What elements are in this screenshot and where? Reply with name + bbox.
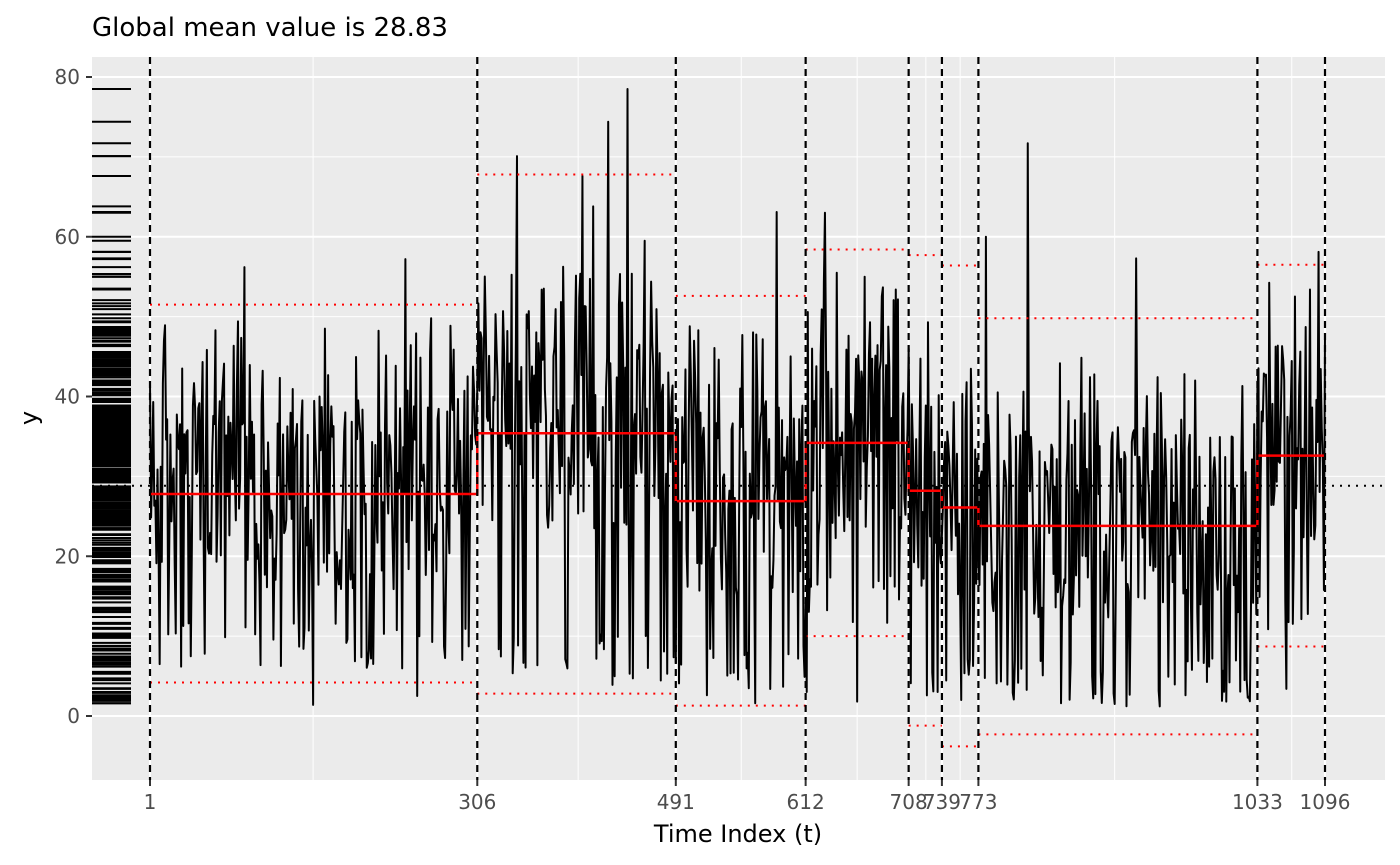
series-group	[149, 87, 1326, 708]
x-tick-label: 1033	[1232, 790, 1283, 814]
x-tick-label: 739	[923, 790, 961, 814]
y-tick-label: 0	[67, 704, 80, 728]
y-rug	[92, 87, 131, 705]
y-axis-title: y	[15, 411, 43, 425]
changepoint-lines-group	[148, 57, 1327, 780]
segment-bounds-group	[150, 173, 1325, 748]
x-tick-label: 306	[458, 790, 496, 814]
x-tick-label: 773	[959, 790, 997, 814]
x-tick-label: 708	[890, 790, 928, 814]
x-tick-label: 1096	[1300, 790, 1351, 814]
x-tick-label: 491	[657, 790, 695, 814]
x-tick-label: 1	[144, 790, 157, 814]
y-tick-label: 40	[55, 385, 80, 409]
y-tick-label: 80	[55, 65, 80, 89]
x-axis-title: Time Index (t)	[653, 820, 822, 848]
series-line	[149, 87, 1326, 708]
x-tick-label: 612	[787, 790, 825, 814]
y-tick-label: 60	[55, 225, 80, 249]
chart-title: Global mean value is 28.83	[92, 13, 448, 43]
y-axis: 0 20 40 60 80	[55, 65, 92, 728]
y-tick-label: 20	[55, 544, 80, 568]
